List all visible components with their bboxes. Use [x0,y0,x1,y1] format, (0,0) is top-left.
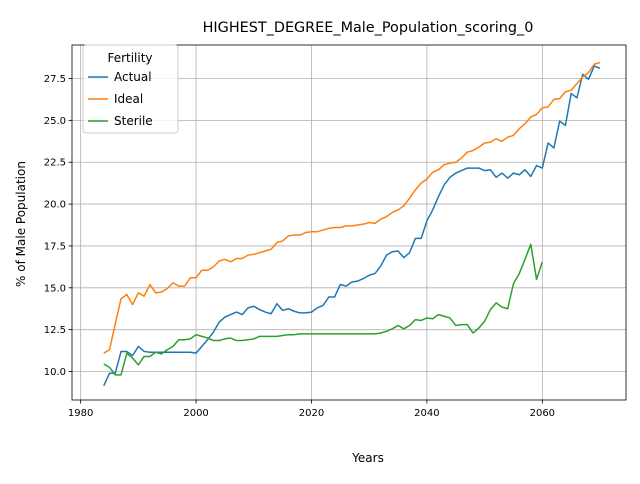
series-lines [103,61,601,387]
y-tick-label: 10.0 [44,367,66,378]
legend-label-sterile: Sterile [114,114,153,128]
x-tick-label: 1980 [68,408,93,419]
y-tick-label: 20.0 [44,200,66,211]
x-tick-label: 2000 [183,408,208,419]
x-tick-label: 2020 [299,408,324,419]
x-tick-label: 2060 [530,408,555,419]
legend-title: Fertility [107,51,152,65]
plot-frame [71,44,627,401]
x-axis-label: Years [351,451,384,465]
y-tick-label: 15.0 [44,283,66,294]
series-line-sterile [103,243,544,376]
legend-label-ideal: Ideal [114,92,143,106]
y-axis-ticks: 10.0 12.5 15.0 17.5 20.0 22.5 25.0 27.5 [44,74,72,378]
x-axis-ticks: 1980 2000 2020 2040 2060 [68,400,555,419]
series-line-actual [103,65,601,387]
y-tick-label: 25.0 [44,116,66,127]
x-tick-label: 2040 [414,408,439,419]
legend-entries: Actual Ideal Sterile [88,70,153,128]
chart-title: HIGHEST_DEGREE_Male_Population_scoring_0 [203,20,534,36]
y-axis-label: % of Male Population [14,161,28,287]
legend-box [82,44,179,134]
y-tick-label: 12.5 [44,325,66,336]
legend: Fertility Actual Ideal Sterile [82,44,179,134]
y-tick-label: 22.5 [44,158,66,169]
y-tick-label: 27.5 [44,74,66,85]
series-line-ideal [103,61,601,354]
legend-label-actual: Actual [114,70,152,84]
y-tick-label: 17.5 [44,241,66,252]
